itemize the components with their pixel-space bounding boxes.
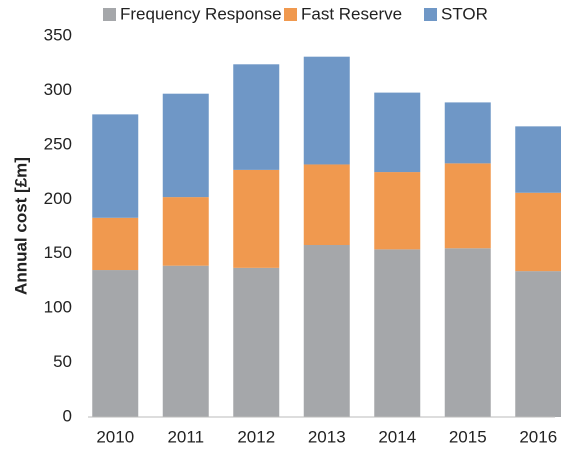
y-tick-label: 100 xyxy=(44,298,72,317)
y-tick-label: 200 xyxy=(44,189,72,208)
x-tick-label: 2011 xyxy=(167,427,204,446)
bar-segment xyxy=(303,164,350,246)
bar-segment xyxy=(303,56,350,165)
legend-label: Fast Reserve xyxy=(301,4,402,23)
bar-segment xyxy=(92,114,139,218)
x-tick-label: 2014 xyxy=(378,427,416,446)
x-tick-label: 2013 xyxy=(308,427,346,446)
bar-segment xyxy=(374,172,421,250)
y-tick-label: 150 xyxy=(44,243,72,262)
x-tick-label: 2010 xyxy=(96,427,134,446)
bar-segment xyxy=(374,92,421,173)
legend-label: Frequency Response xyxy=(120,4,282,23)
legend-swatch xyxy=(284,8,297,21)
bar-segment xyxy=(515,192,561,272)
y-tick-label: 0 xyxy=(63,406,72,425)
x-tick-label: 2012 xyxy=(237,427,275,446)
bar-segment xyxy=(515,126,561,193)
bar-segment xyxy=(233,64,280,170)
y-tick-label: 300 xyxy=(44,80,72,99)
x-tick-label: 2016 xyxy=(519,427,557,446)
bar-segment xyxy=(233,267,280,417)
y-tick-label: 250 xyxy=(44,134,72,153)
bar-segment xyxy=(444,248,491,417)
y-axis-label: Annual cost [£m] xyxy=(11,157,30,295)
bar-segment xyxy=(444,102,491,164)
y-tick-label: 350 xyxy=(44,25,72,44)
legend-swatch xyxy=(103,8,116,21)
bar-segment xyxy=(374,249,421,417)
legend-label: STOR xyxy=(441,4,488,23)
bar-segment xyxy=(92,270,139,417)
bar-segment xyxy=(162,265,209,417)
bar-segment xyxy=(92,217,139,271)
x-tick-label: 2015 xyxy=(449,427,487,446)
bar-segment xyxy=(162,93,209,198)
bar-segment xyxy=(303,245,350,417)
y-tick-label: 50 xyxy=(53,352,72,371)
bar-segment xyxy=(162,197,209,266)
bar-segment xyxy=(233,169,280,268)
bar-segment xyxy=(515,271,561,417)
legend-swatch xyxy=(424,8,437,21)
bar-segment xyxy=(444,163,491,249)
